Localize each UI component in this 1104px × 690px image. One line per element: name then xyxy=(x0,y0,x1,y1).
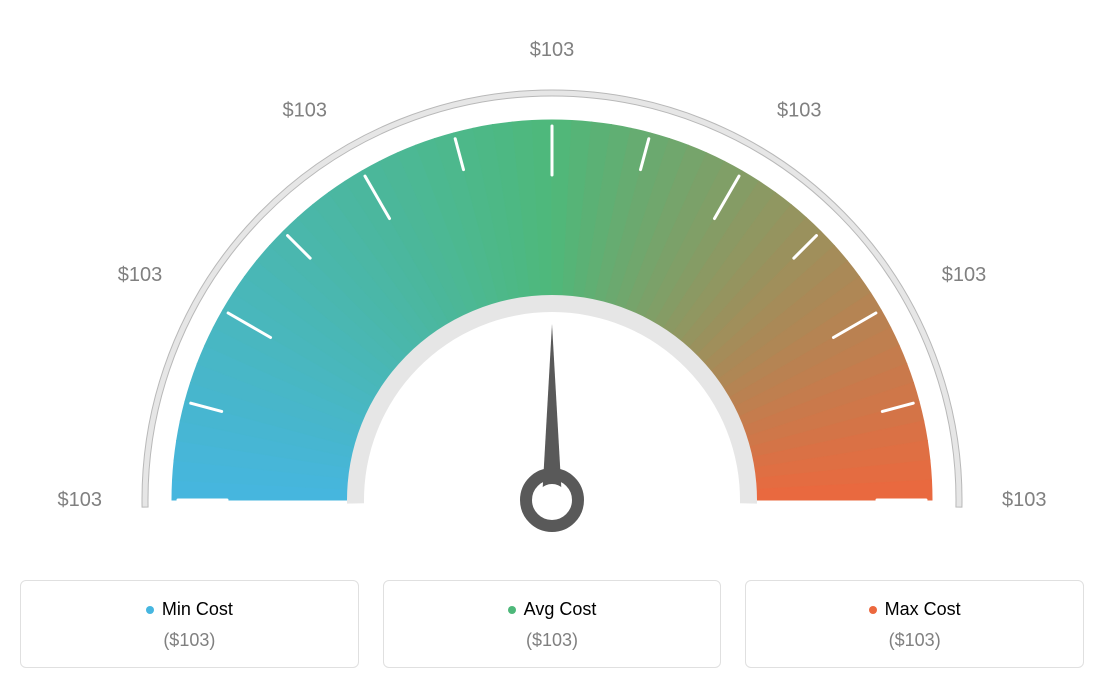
legend-value-max: ($103) xyxy=(756,630,1073,651)
legend-dot-avg xyxy=(508,606,516,614)
legend-label-min: Min Cost xyxy=(162,599,233,620)
legend-value-min: ($103) xyxy=(31,630,348,651)
legend-value-avg: ($103) xyxy=(394,630,711,651)
svg-text:$103: $103 xyxy=(118,264,163,286)
gauge-area: $103 $103 $103 $103 $103 $103 $103 xyxy=(20,20,1084,570)
legend-label-avg: Avg Cost xyxy=(524,599,597,620)
svg-text:$103: $103 xyxy=(777,99,822,121)
legend-dot-min xyxy=(146,606,154,614)
svg-text:$103: $103 xyxy=(530,39,575,61)
svg-text:$103: $103 xyxy=(942,264,987,286)
gauge-svg: $103 $103 $103 $103 $103 $103 $103 xyxy=(20,20,1084,570)
legend-card-min: Min Cost ($103) xyxy=(20,580,359,668)
legend-card-avg: Avg Cost ($103) xyxy=(383,580,722,668)
legend-card-max: Max Cost ($103) xyxy=(745,580,1084,668)
cost-gauge-chart: $103 $103 $103 $103 $103 $103 $103 Min Cost ($… xyxy=(20,20,1084,668)
svg-text:$103: $103 xyxy=(58,489,103,511)
legend-label-max: Max Cost xyxy=(885,599,961,620)
legend-row: Min Cost ($103) Avg Cost ($103) Max Cost… xyxy=(20,580,1084,668)
svg-text:$103: $103 xyxy=(1002,489,1047,511)
legend-dot-max xyxy=(869,606,877,614)
svg-text:$103: $103 xyxy=(283,99,328,121)
